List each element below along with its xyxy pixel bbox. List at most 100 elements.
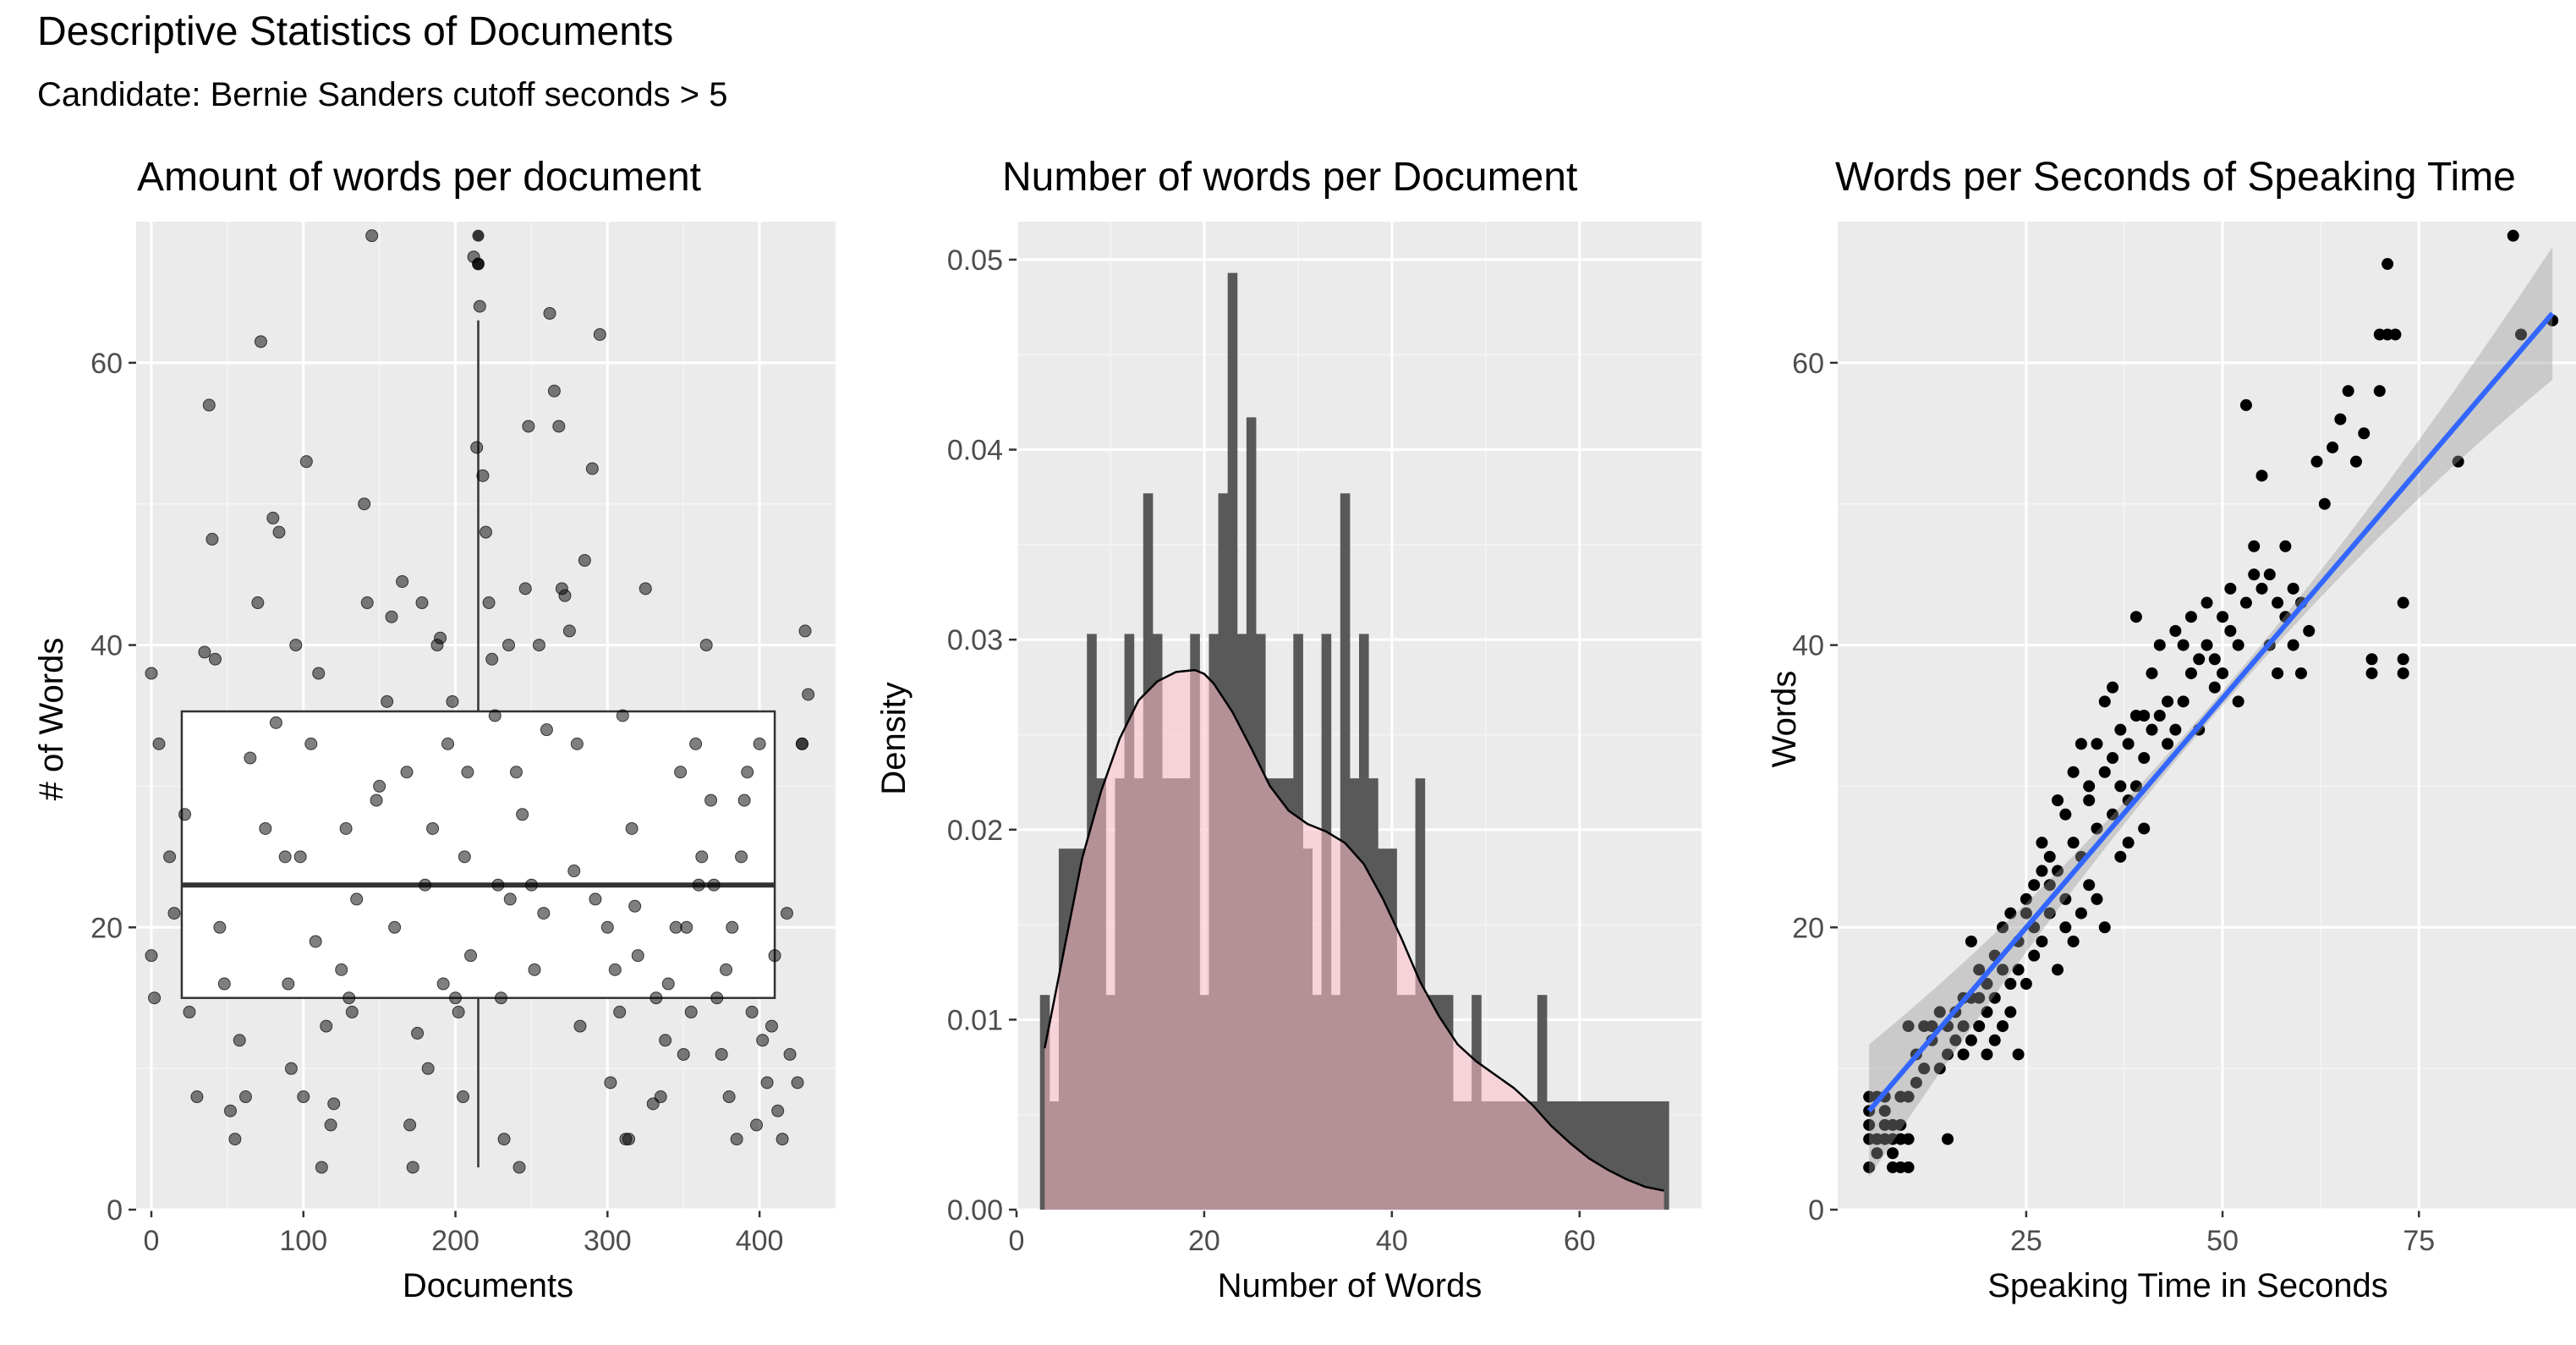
box-body <box>180 710 776 999</box>
jitter-point <box>233 1034 246 1047</box>
scatter-point <box>2091 892 2103 905</box>
jitter-point <box>345 1005 359 1018</box>
panel3-tick-label-x: 25 <box>2010 1225 2042 1257</box>
jitter-point <box>488 709 501 722</box>
jitter-point <box>464 949 478 963</box>
jitter-point <box>537 907 551 920</box>
jitter-point <box>669 920 682 934</box>
scatter-point <box>2272 596 2284 609</box>
jitter-point <box>730 1133 743 1146</box>
scatter-point <box>1957 1048 1970 1061</box>
jitter-point <box>512 1161 526 1174</box>
scatter-point <box>2279 540 2292 552</box>
jitter-point <box>400 766 414 779</box>
scatter-point <box>2083 879 2096 892</box>
panel1-tick-label-x: 200 <box>431 1225 480 1257</box>
jitter-point <box>649 991 663 1005</box>
jitter-point <box>547 384 561 398</box>
jitter-point <box>343 991 356 1005</box>
jitter-point <box>458 850 471 864</box>
scatter-point <box>2075 738 2087 750</box>
jitter-point <box>385 610 398 623</box>
scatter-point <box>2146 667 2158 679</box>
jitter-point <box>406 1161 419 1174</box>
jitter-point <box>567 865 581 878</box>
jitter-point <box>278 850 292 864</box>
jitter-point <box>722 1090 736 1104</box>
panel1-tick-label-x: 300 <box>584 1225 632 1257</box>
panel2-tick-label-y: 0.05 <box>947 244 1003 277</box>
jitter-point <box>244 751 257 765</box>
scatter-point <box>1863 1161 1876 1173</box>
jitter-point <box>802 688 815 701</box>
jitter-point <box>411 1026 425 1040</box>
jitter-point <box>213 920 227 934</box>
histogram-panel: Number of words per Document Density Num… <box>875 155 1702 1304</box>
scatter-point <box>2138 710 2151 722</box>
jitter-point <box>503 892 517 906</box>
jitter-point <box>370 793 383 807</box>
scatter-point <box>2162 695 2174 708</box>
jitter-point <box>737 793 751 807</box>
scatter-point <box>1910 1076 1922 1089</box>
jitter-point <box>309 935 322 948</box>
jitter-point <box>461 766 474 779</box>
jitter-point <box>419 878 432 892</box>
jitter-point <box>293 850 307 864</box>
panel3-ylabel: Words <box>1766 671 1803 768</box>
scatter-point <box>2004 1006 2017 1018</box>
scatter-point <box>2138 752 2151 765</box>
jitter-point <box>661 977 675 991</box>
scatter-point <box>2075 907 2087 920</box>
histogram-bar <box>1537 995 1548 1210</box>
jitter-point <box>524 878 538 892</box>
density-curve <box>1044 668 1664 1192</box>
jitter-point <box>616 709 629 722</box>
scatter-point <box>2217 667 2229 679</box>
panel1-tick-label-x: 0 <box>144 1225 160 1257</box>
density-area <box>1044 670 1664 1210</box>
jitter-point <box>373 779 386 793</box>
scatter-point <box>2397 596 2409 609</box>
jitter-point <box>715 1047 728 1061</box>
box-outlier <box>472 229 485 242</box>
scatter-point <box>2373 385 2386 398</box>
scatter-panel: Words per Seconds of Speaking Time Words… <box>1766 155 2576 1304</box>
panel3-xlabel: Speaking Time in Seconds <box>1987 1267 2388 1304</box>
jitter-point <box>324 1118 337 1132</box>
panel3-tick-label-y: 40 <box>1792 630 1824 662</box>
jitter-point <box>735 850 748 864</box>
scatter-point <box>1973 1020 1986 1033</box>
jitter-point <box>266 511 280 524</box>
scatter-point <box>2059 921 2072 934</box>
jitter-point <box>208 652 222 666</box>
scatter-point <box>2059 892 2072 905</box>
jitter-point <box>562 624 576 638</box>
jitter-point <box>480 525 492 539</box>
panel2-xlabel: Number of Words <box>1218 1267 1483 1304</box>
jitter-point <box>238 1090 252 1104</box>
jitter-point <box>613 1005 627 1018</box>
scatter-point <box>2036 865 2048 877</box>
histogram-bar <box>1603 1101 1614 1210</box>
jitter-point <box>501 639 515 652</box>
jitter-point <box>745 1005 759 1018</box>
scatter-point <box>1926 1020 1938 1033</box>
scatter-point <box>1942 1048 1954 1061</box>
jitter-point <box>570 737 584 750</box>
jitter-point <box>350 892 364 906</box>
panel2-tick-label-y: 0.02 <box>947 815 1003 847</box>
panel2-tick-label-y: 0.01 <box>947 1004 1003 1036</box>
jitter-point <box>254 335 267 349</box>
scatter-point <box>2169 723 2182 736</box>
scatter-point <box>2452 455 2464 468</box>
figure-subtitle: Candidate: Bernie Sanders cutoff seconds… <box>37 76 728 113</box>
scatter-point <box>2129 611 2142 623</box>
jitter-point <box>625 821 639 835</box>
scatter-point <box>2020 907 2032 920</box>
figure-title: Descriptive Statistics of Documents <box>37 9 674 54</box>
scatter-point <box>1988 991 2001 1004</box>
jitter-point <box>327 1097 341 1111</box>
scatter-point <box>2514 328 2527 341</box>
jitter-point <box>798 624 812 638</box>
